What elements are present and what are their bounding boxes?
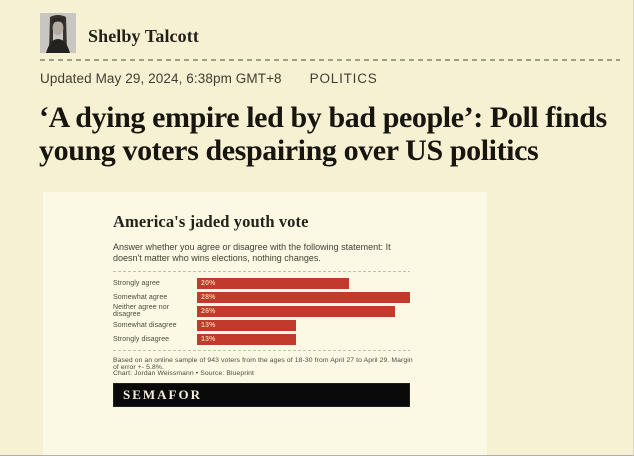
chart-figure: America's jaded youth vote Answer whethe…: [113, 192, 413, 455]
bar-value-label: 13%: [201, 321, 216, 329]
bar-value-label: 13%: [201, 335, 216, 343]
bar: 13%: [197, 319, 296, 331]
chart-title: America's jaded youth vote: [113, 212, 309, 231]
author-photo: [40, 13, 76, 53]
category-link[interactable]: POLITICS: [309, 71, 378, 86]
chart-footnote: Based on an online sample of 943 voters …: [113, 357, 413, 371]
bar-row: Strongly agree 20%: [113, 276, 410, 290]
bar: 13%: [197, 333, 296, 345]
headline-line1: ‘A dying empire led by bad people’: Poll…: [39, 101, 607, 134]
updated-timestamp: Updated May 29, 2024, 6:38pm GMT+8: [40, 71, 282, 86]
bar-track: 20%: [197, 277, 410, 289]
semafor-logo: SEMAFOR: [113, 383, 410, 407]
chart-bottom-rule: [113, 350, 410, 351]
bar-category-label: Strongly disagree: [113, 335, 170, 343]
bar-track: 13%: [197, 333, 410, 345]
chart-credit: Chart: Jordan Weissmann • Source: Bluepr…: [113, 370, 255, 377]
chart-subtitle: Answer whether you agree or disagree wit…: [113, 242, 391, 263]
bar: 28%: [197, 291, 410, 303]
bar-track: 28%: [197, 291, 410, 303]
bar-category-label: Strongly agree: [113, 279, 160, 287]
chart-card: America's jaded youth vote Answer whethe…: [43, 192, 487, 455]
bar-value-label: 28%: [201, 293, 216, 301]
bar-category-label: Somewhat disagree: [113, 321, 177, 329]
byline-divider: [40, 59, 620, 61]
bar-row: Neither agree nor disagree 26%: [113, 304, 410, 318]
bar-row: Somewhat disagree 13%: [113, 318, 410, 332]
bar-value-label: 26%: [201, 307, 216, 315]
meta-row: Updated May 29, 2024, 6:38pm GMT+8 POLIT…: [40, 71, 378, 86]
bar-category-label: Neither agree nor disagree: [113, 304, 170, 318]
bar-track: 13%: [197, 319, 410, 331]
bar-row: Strongly disagree 13%: [113, 332, 410, 346]
bar-chart: Strongly agree 20% Somewhat agree 28% Neithe…: [113, 276, 410, 346]
bar-row: Somewhat agree 28%: [113, 290, 410, 304]
bar-value-label: 20%: [201, 279, 216, 287]
headline-line2: young voters despairing over US politics: [39, 134, 539, 167]
article-headline: ‘A dying empire led by bad people’: Poll…: [39, 101, 614, 167]
bar: 26%: [197, 305, 395, 317]
bar-category-label: Somewhat agree: [113, 293, 168, 301]
chart-top-rule: [113, 271, 410, 272]
bar-track: 26%: [197, 305, 410, 317]
author-avatar[interactable]: [40, 13, 76, 53]
bar: 20%: [197, 277, 350, 289]
author-name[interactable]: Shelby Talcott: [88, 26, 199, 46]
